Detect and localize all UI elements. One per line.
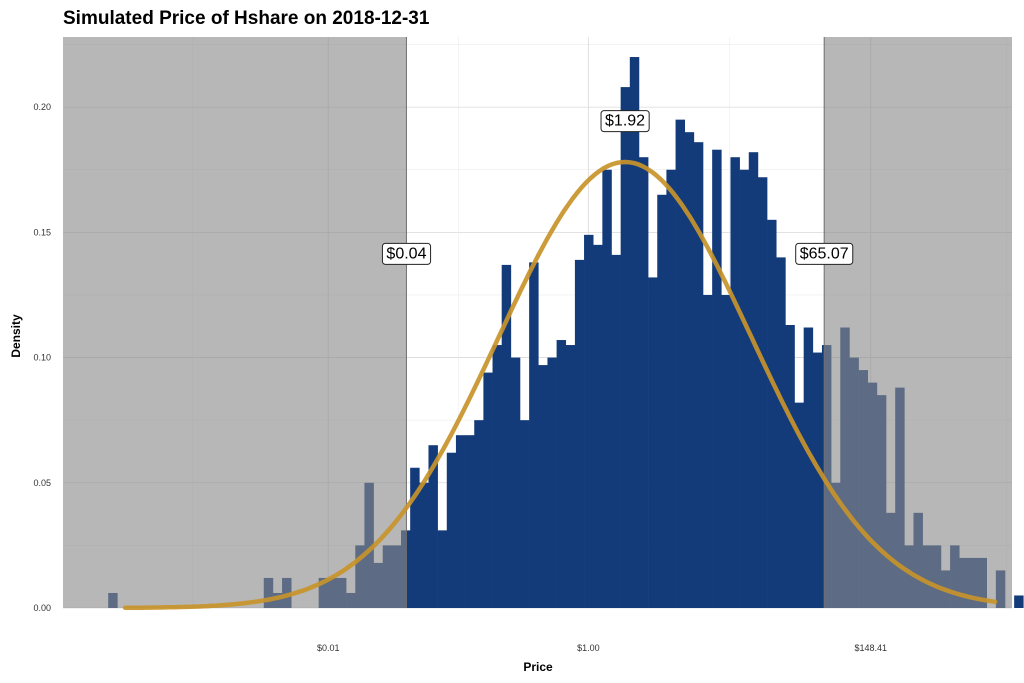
histogram-bar <box>748 152 759 608</box>
y-axis-ticks: 0.00 0.05 0.10 0.15 0.20 <box>33 102 51 613</box>
lower-tail-shade <box>63 37 407 608</box>
annotation-label: $65.07 <box>795 242 854 265</box>
histogram-bar <box>785 325 795 608</box>
annotation-text: $0.04 <box>386 245 426 262</box>
histogram-bar <box>730 157 740 609</box>
y-tick-label: 0.00 <box>33 603 51 613</box>
shaded-tails <box>63 37 1012 608</box>
histogram-bar <box>565 345 576 608</box>
histogram-bar <box>721 294 731 608</box>
y-tick-label: 0.05 <box>33 478 51 488</box>
histogram-bar <box>675 119 686 608</box>
histogram-bar <box>419 482 429 608</box>
histogram-bar <box>492 345 502 608</box>
x-axis-title: Price <box>523 660 553 674</box>
histogram-bar <box>474 420 484 608</box>
histogram-bar <box>529 262 539 608</box>
annotation-box <box>381 242 432 265</box>
histogram-bar <box>593 244 603 609</box>
histogram-bar <box>602 169 612 608</box>
histogram-bar <box>410 467 420 608</box>
histogram-bar <box>776 257 786 608</box>
histogram-bar <box>767 219 777 608</box>
annotation-box <box>600 110 650 133</box>
histogram-bar <box>620 87 631 609</box>
histogram-bar <box>611 254 621 608</box>
histogram-bar <box>712 149 722 608</box>
histogram-bar <box>437 530 448 608</box>
annotation-label: $0.04 <box>381 242 432 265</box>
histogram-bar <box>812 352 823 608</box>
annotation-box <box>795 242 854 265</box>
y-tick-label: 0.10 <box>33 353 51 363</box>
histogram-bar <box>794 402 804 608</box>
upper-tail-shade <box>824 37 1012 608</box>
histogram-bar <box>739 169 750 608</box>
x-tick-label: $0.01 <box>317 643 340 653</box>
x-axis-ticks: $0.01 $1.00 $148.41 <box>317 643 887 653</box>
histogram-bar <box>519 420 530 608</box>
histogram-bar <box>584 234 594 608</box>
histogram-bar <box>757 177 768 609</box>
histogram-bar <box>666 169 676 608</box>
annotation-label: $1.92 <box>600 110 650 133</box>
histogram-bar <box>446 452 457 608</box>
density-line <box>122 159 998 611</box>
histogram-bar <box>693 142 704 608</box>
histogram-bar <box>547 357 557 608</box>
histogram-bar <box>428 445 438 608</box>
annotations: $0.04 $1.92 $65.07 <box>381 110 854 265</box>
y-tick-label: 0.20 <box>33 102 51 112</box>
histogram-bar <box>629 57 640 608</box>
histogram-bar <box>1014 595 1024 608</box>
annotation-text: $1.92 <box>605 113 645 130</box>
histogram-bar <box>657 194 667 609</box>
x-tick-label: $148.41 <box>855 643 888 653</box>
density-curve <box>122 159 998 611</box>
histogram-bar <box>648 277 658 608</box>
histogram-bar <box>684 132 695 608</box>
histogram-bar <box>638 157 649 609</box>
histogram-bar <box>803 327 814 608</box>
histogram-bar <box>556 340 567 608</box>
histogram-bar <box>538 365 548 608</box>
histogram-bar <box>510 357 521 608</box>
y-tick-label: 0.15 <box>33 227 51 237</box>
x-tick-label: $1.00 <box>577 643 600 653</box>
histogram-bar <box>483 372 493 608</box>
chart-title: Simulated Price of Hshare on 2018-12-31 <box>63 8 430 29</box>
histogram-bar <box>455 435 466 608</box>
annotation-text: $65.07 <box>800 245 849 262</box>
histogram-bar <box>465 435 475 608</box>
histogram-bar <box>501 264 512 608</box>
histogram-bar <box>574 259 585 608</box>
y-axis-title: Density <box>9 314 23 358</box>
histogram-bar <box>703 294 713 608</box>
